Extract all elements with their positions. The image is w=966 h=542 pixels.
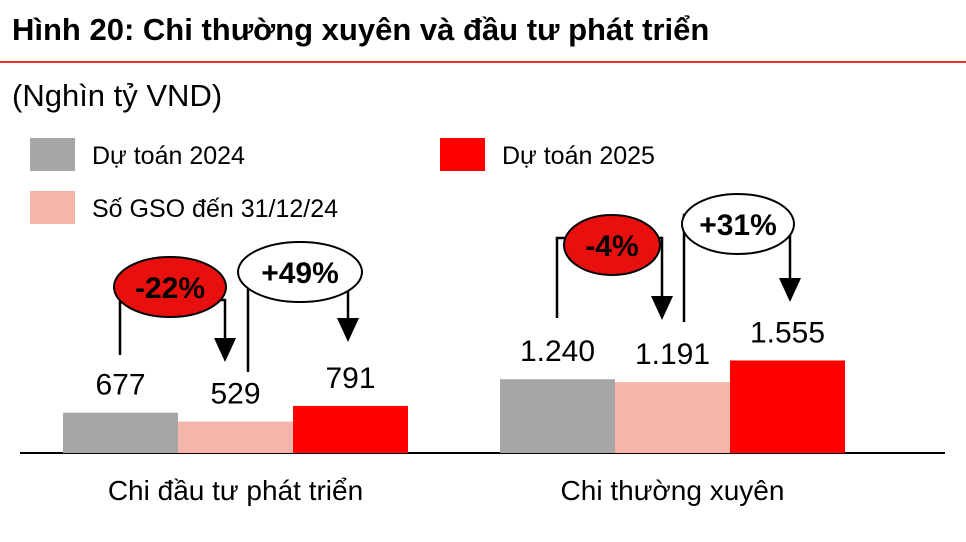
legend-swatch bbox=[30, 191, 75, 224]
annotation-arrowhead bbox=[779, 278, 801, 302]
bar bbox=[500, 379, 615, 453]
bar bbox=[615, 382, 730, 453]
value-label: 1.191 bbox=[635, 338, 710, 371]
value-label: 791 bbox=[325, 362, 375, 395]
chart-subtitle: (Nghìn tỷ VND) bbox=[12, 78, 222, 113]
value-label: 1.555 bbox=[750, 316, 825, 349]
legend-label: Dự toán 2025 bbox=[502, 142, 655, 170]
legend-swatch bbox=[30, 138, 75, 171]
annotation-bubble bbox=[113, 256, 227, 318]
annotation-bubble bbox=[563, 214, 661, 276]
annotation-label: +31% bbox=[699, 209, 777, 242]
category-label: Chi đầu tư phát triển bbox=[108, 475, 363, 506]
annotation-label: -22% bbox=[135, 272, 205, 305]
annotation-label: -4% bbox=[585, 230, 638, 263]
bar bbox=[293, 405, 408, 453]
annotation-arrowhead bbox=[651, 296, 673, 320]
annotation-arrowhead bbox=[214, 338, 236, 362]
chart-title: Hình 20: Chi thường xuyên và đầu tư phát… bbox=[12, 12, 709, 47]
value-label: 1.240 bbox=[520, 335, 595, 368]
bar bbox=[63, 412, 178, 453]
legend-swatch bbox=[440, 138, 485, 171]
bar bbox=[178, 421, 293, 453]
value-label: 529 bbox=[210, 378, 260, 411]
legend-label: Số GSO đến 31/12/24 bbox=[92, 195, 338, 223]
legend-label: Dự toán 2024 bbox=[92, 142, 245, 170]
annotation-bubble bbox=[681, 193, 795, 255]
bar bbox=[730, 360, 845, 453]
value-label: 677 bbox=[95, 369, 145, 402]
annotation-arrowhead bbox=[337, 318, 359, 342]
annotation-label: +49% bbox=[261, 257, 339, 290]
annotation-bubble bbox=[237, 241, 363, 303]
category-label: Chi thường xuyên bbox=[561, 475, 785, 506]
